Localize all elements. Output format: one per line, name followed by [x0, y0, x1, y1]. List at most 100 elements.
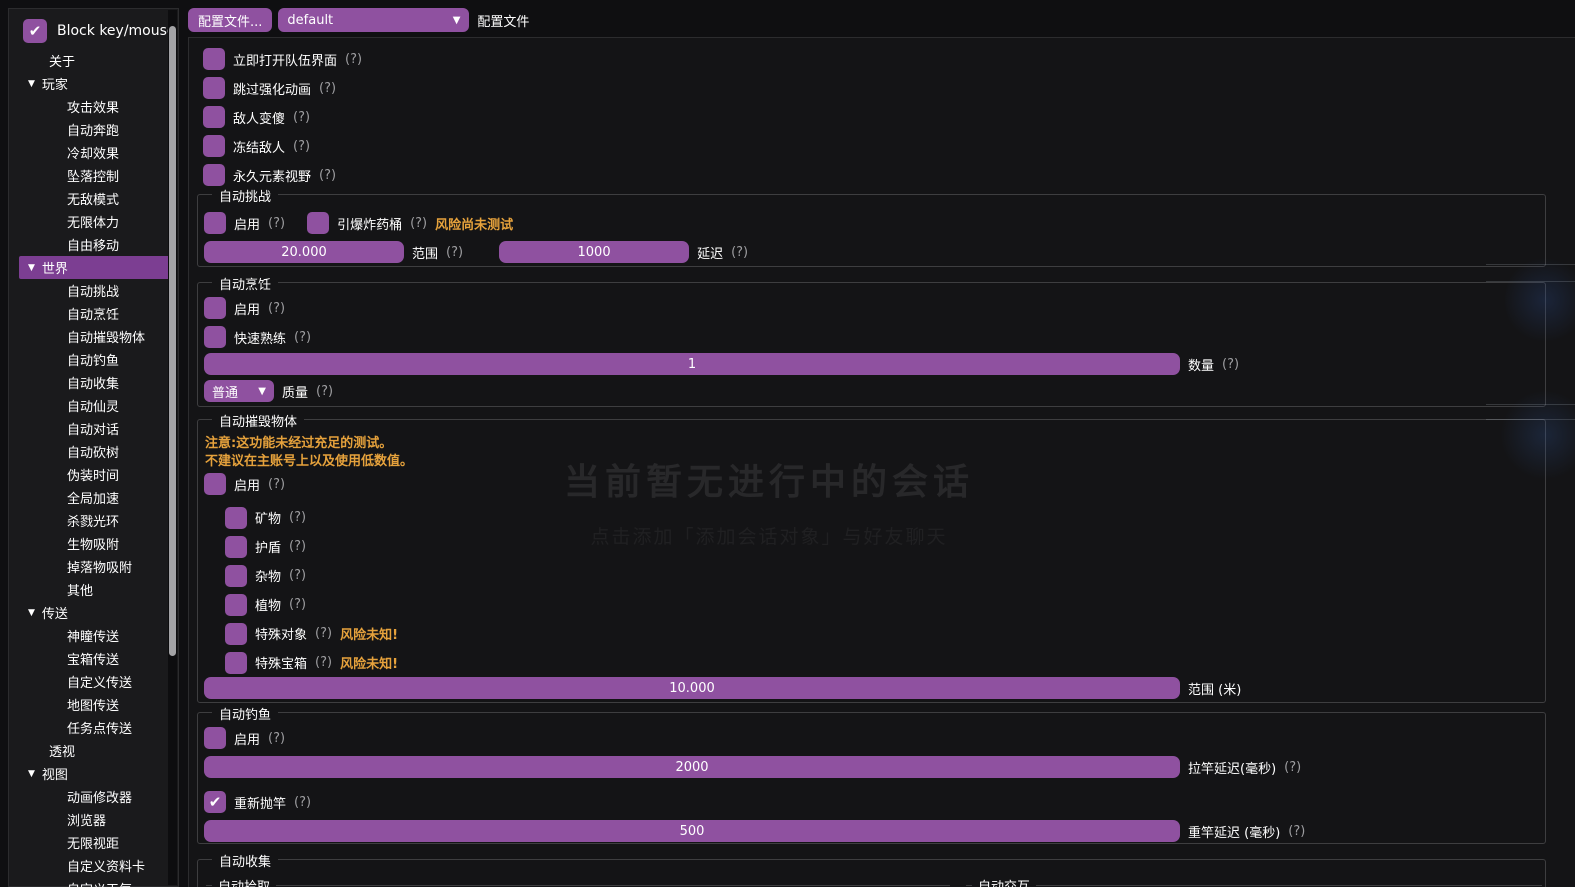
nav-item[interactable]: ▼ 自定义资料卡: [19, 854, 171, 877]
nav-item[interactable]: ▼ 自动仙灵: [19, 394, 171, 417]
destroy-option-checkbox[interactable]: [225, 651, 247, 674]
risk-warning-text: 风险未知!: [340, 628, 398, 643]
cooking-fast-checkbox[interactable]: [204, 326, 226, 348]
nav-item-label: 杀戮光环: [67, 515, 120, 530]
nav-item[interactable]: ▼ 关于: [19, 49, 171, 72]
open-party-checkbox[interactable]: [203, 48, 225, 70]
challenge-barrel-checkbox[interactable]: [307, 212, 330, 234]
nav-item[interactable]: ▼ 杀戮光环: [19, 509, 171, 532]
fishing-recast-delay-slider[interactable]: 500: [204, 820, 1180, 842]
nav-tree: ▼ 关于 ▼ 玩家 ▼ 攻击效果 ▼ 自动奔跑 ▼ 冷却效果 ▼ 坠落控制 ▼ …: [19, 49, 171, 887]
group-auto-challenge: 自动挑战 启用 (?) 引爆炸药桶 (?) 风险尚未测试 20.000 范围 (…: [197, 186, 1546, 267]
nav-item[interactable]: ▼ 自动奔跑: [19, 118, 171, 141]
nav-item-label: 自动烹饪: [67, 308, 120, 323]
challenge-delay-slider[interactable]: 1000: [499, 241, 690, 263]
block-keymouse-row[interactable]: Block key/mouse: [23, 19, 176, 43]
profiles-button[interactable]: 配置文件...: [188, 8, 273, 32]
nav-item[interactable]: ▼ 自动收集: [19, 371, 171, 394]
challenge-range-slider[interactable]: 20.000: [204, 241, 404, 263]
subgroup-title: 自动拾取: [212, 876, 277, 887]
block-keymouse-checkbox[interactable]: [23, 19, 47, 43]
nav-item[interactable]: ▼ 宝箱传送: [19, 647, 171, 670]
destroy-option-checkbox[interactable]: [225, 622, 247, 645]
freeze-enemy-checkbox[interactable]: [203, 135, 225, 157]
sidebar: Block key/mouse ▼ 关于 ▼ 玩家 ▼ 攻击效果 ▼ 自动奔跑 …: [8, 8, 179, 887]
nav-item-label: 宝箱传送: [67, 653, 120, 668]
freeze-enemy-label: 冻结敌人: [233, 140, 286, 156]
nav-item[interactable]: ▼ 浏览器: [19, 808, 171, 831]
nav-item[interactable]: ▼ 任务点传送: [19, 716, 171, 739]
sidebar-scrollbar[interactable]: [168, 10, 177, 885]
nav-item-label: 传送: [41, 607, 68, 622]
tree-expand-icon[interactable]: ▼: [28, 607, 35, 618]
nav-item[interactable]: ▼ 无敌模式: [19, 187, 171, 210]
nav-item[interactable]: ▼ 全局加速: [19, 486, 171, 509]
tree-expand-icon[interactable]: ▼: [28, 78, 35, 89]
nav-item[interactable]: ▼ 透视: [19, 739, 171, 762]
subgroup-title: 自动交互: [972, 876, 1037, 887]
sidebar-scrollbar-thumb[interactable]: [169, 26, 176, 656]
nav-item[interactable]: ▼ 自动挑战: [19, 279, 171, 302]
challenge-enable-checkbox[interactable]: [204, 212, 226, 234]
challenge-enable-row: 启用 (?) 引爆炸药桶 (?) 风险尚未测试: [204, 212, 513, 234]
nav-item[interactable]: ▼ 自动对话: [19, 417, 171, 440]
tree-expand-icon[interactable]: ▼: [28, 262, 35, 273]
fishing-recast-checkbox[interactable]: [204, 791, 226, 813]
cooking-quality-row: 普通 ▼ 质量 (?): [204, 380, 333, 402]
nav-item-label: 玩家: [41, 78, 68, 93]
nav-item-label: 掉落物吸附: [67, 561, 133, 576]
nav-item[interactable]: ▼ 动画修改器: [19, 785, 171, 808]
nav-item[interactable]: ▼ 自动烹饪: [19, 302, 171, 325]
fishing-pull-delay-label: 拉竿延迟(毫秒): [1188, 761, 1277, 777]
nav-item[interactable]: ▼ 自动砍树: [19, 440, 171, 463]
nav-item-label: 自动摧毁物体: [67, 331, 146, 346]
fishing-enable-checkbox[interactable]: [204, 727, 226, 749]
nav-item[interactable]: ▼ 地图传送: [19, 693, 171, 716]
nav-item[interactable]: ▼ 世界: [19, 256, 171, 279]
destroy-option-label: 特殊对象: [255, 628, 308, 643]
nav-item[interactable]: ▼ 玩家: [19, 72, 171, 95]
nav-item[interactable]: ▼ 其他: [19, 578, 171, 601]
cooking-enable-checkbox[interactable]: [204, 297, 226, 319]
nav-item[interactable]: ▼ 自动钓鱼: [19, 348, 171, 371]
nav-item[interactable]: ▼ 自定义天气: [19, 877, 171, 887]
nav-item[interactable]: ▼ 视图: [19, 762, 171, 785]
nav-item[interactable]: ▼ 神瞳传送: [19, 624, 171, 647]
nav-item[interactable]: ▼ 传送: [19, 601, 171, 624]
fishing-pull-delay-slider[interactable]: 2000: [204, 756, 1180, 778]
destroy-option-checkbox[interactable]: [225, 593, 247, 616]
nav-item[interactable]: ▼ 无限视距: [19, 831, 171, 854]
nav-item[interactable]: ▼ 自定义传送: [19, 670, 171, 693]
profile-dropdown[interactable]: default ▼: [278, 8, 470, 32]
destroy-option-label: 杂物: [255, 570, 282, 585]
nav-item[interactable]: ▼ 坠落控制: [19, 164, 171, 187]
help-marker: (?): [289, 510, 307, 525]
nav-item[interactable]: ▼ 伪装时间: [19, 463, 171, 486]
nav-item[interactable]: ▼ 冷却效果: [19, 141, 171, 164]
tree-expand-icon[interactable]: ▼: [28, 768, 35, 779]
nav-item[interactable]: ▼ 攻击效果: [19, 95, 171, 118]
toggle-row-dumb-enemy: 敌人变傻 (?): [203, 106, 310, 128]
cooking-quality-dropdown[interactable]: 普通 ▼: [204, 380, 274, 402]
destroy-enable-row: 启用 (?): [204, 473, 285, 495]
nav-item[interactable]: ▼ 无限体力: [19, 210, 171, 233]
destroy-enable-checkbox[interactable]: [204, 473, 226, 495]
destroy-range-slider[interactable]: 10.000: [204, 677, 1180, 699]
skip-enhance-checkbox[interactable]: [203, 77, 225, 99]
nav-item-label: 自定义天气: [67, 879, 132, 887]
destroy-option-checkbox[interactable]: [225, 564, 247, 587]
nav-item-label: 冷却效果: [67, 147, 120, 162]
cooking-fast-row: 快速熟练 (?): [204, 326, 311, 348]
dumb-enemy-checkbox[interactable]: [203, 106, 225, 128]
group-title: 自动挑战: [212, 186, 279, 205]
cooking-count-slider[interactable]: 1: [204, 353, 1180, 375]
destroy-option-checkbox[interactable]: [225, 506, 247, 529]
nav-item[interactable]: ▼ 自动摧毁物体: [19, 325, 171, 348]
nav-item-label: 攻击效果: [67, 101, 120, 116]
group-title: 自动摧毁物体: [212, 411, 305, 430]
nav-item[interactable]: ▼ 掉落物吸附: [19, 555, 171, 578]
destroy-option-checkbox[interactable]: [225, 535, 247, 558]
element-sight-checkbox[interactable]: [203, 164, 225, 186]
nav-item[interactable]: ▼ 生物吸附: [19, 532, 171, 555]
nav-item[interactable]: ▼ 自由移动: [19, 233, 171, 256]
